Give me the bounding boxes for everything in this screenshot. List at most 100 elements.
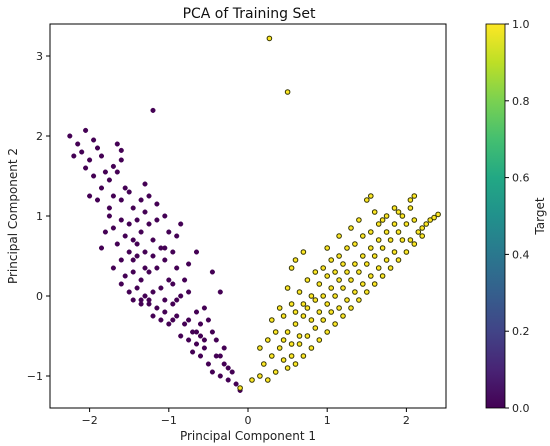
data-point-target-0	[150, 237, 156, 243]
data-point-target-1	[292, 321, 299, 327]
data-point-target-0	[197, 333, 204, 339]
data-point-target-1	[348, 277, 354, 283]
data-point-target-0	[138, 197, 144, 203]
data-point-target-0	[106, 213, 112, 219]
data-point-target-1	[352, 289, 358, 295]
data-point-target-1	[308, 293, 315, 299]
data-point-target-1	[368, 273, 374, 279]
data-point-target-0	[134, 217, 140, 223]
data-point-target-0	[221, 345, 227, 351]
data-point-target-1	[391, 221, 398, 227]
data-point-target-1	[332, 293, 338, 299]
chart-title: PCA of Training Set	[183, 6, 316, 22]
data-point-target-1	[427, 217, 434, 223]
data-point-target-0	[225, 377, 231, 383]
data-point-target-0	[106, 177, 112, 183]
data-point-target-0	[122, 233, 128, 239]
data-point-target-0	[217, 353, 223, 359]
data-point-target-0	[83, 165, 89, 171]
data-point-target-1	[383, 213, 390, 219]
data-point-target-1	[296, 333, 303, 339]
data-point-target-0	[75, 141, 81, 147]
data-point-target-0	[118, 257, 124, 263]
colorbar-label: Target	[533, 197, 547, 235]
data-point-target-1	[312, 269, 319, 275]
data-point-target-1	[312, 325, 319, 331]
data-point-target-1	[395, 229, 402, 235]
data-point-target-1	[328, 285, 335, 291]
data-point-target-1	[340, 313, 346, 319]
data-point-target-1	[284, 89, 291, 95]
data-point-target-1	[383, 257, 390, 263]
data-point-target-1	[308, 345, 315, 351]
data-point-target-0	[146, 193, 152, 199]
data-point-target-0	[110, 225, 116, 231]
points-layer	[67, 35, 441, 393]
data-point-target-0	[201, 337, 207, 343]
data-point-target-0	[102, 229, 108, 235]
data-point-target-0	[98, 185, 105, 191]
data-point-target-1	[387, 265, 394, 271]
data-point-target-0	[142, 265, 148, 271]
data-point-target-1	[340, 261, 346, 267]
data-point-target-0	[130, 269, 136, 275]
data-point-target-1	[328, 309, 335, 315]
data-point-target-0	[83, 127, 89, 133]
data-point-target-0	[201, 345, 207, 351]
data-point-target-0	[87, 157, 93, 163]
data-point-target-0	[98, 153, 105, 159]
data-point-target-0	[118, 281, 124, 287]
data-point-target-1	[368, 245, 374, 251]
data-point-target-0	[150, 107, 156, 113]
x-tick-label: 1	[324, 414, 331, 427]
data-point-target-1	[415, 229, 422, 235]
data-point-target-1	[423, 221, 430, 227]
data-point-target-0	[138, 277, 144, 283]
data-point-target-1	[356, 269, 362, 275]
data-point-target-0	[150, 313, 156, 319]
data-point-target-0	[130, 237, 136, 243]
data-point-target-0	[178, 293, 184, 299]
data-point-target-0	[142, 181, 148, 187]
data-point-target-1	[371, 253, 378, 259]
data-point-target-1	[336, 253, 342, 259]
data-point-target-0	[209, 269, 215, 275]
data-point-target-1	[375, 221, 382, 227]
data-point-target-0	[197, 321, 204, 327]
data-point-target-1	[288, 301, 295, 307]
data-point-target-1	[288, 265, 295, 271]
data-point-target-1	[324, 245, 331, 251]
data-point-target-0	[150, 253, 156, 259]
x-tick-label: 2	[403, 414, 410, 427]
data-point-target-1	[328, 257, 335, 263]
data-point-target-1	[276, 345, 283, 351]
data-point-target-0	[130, 257, 136, 263]
y-tick-label: 2	[36, 130, 43, 143]
x-tick-label: 0	[245, 414, 252, 427]
data-point-target-0	[162, 213, 168, 219]
data-point-target-0	[186, 289, 192, 295]
x-tick-label: −1	[161, 414, 177, 427]
data-point-target-0	[213, 337, 219, 343]
data-point-target-0	[174, 265, 180, 271]
data-point-target-0	[174, 297, 180, 303]
x-axis-label: Principal Component 1	[180, 429, 316, 443]
data-point-target-0	[146, 297, 152, 303]
data-point-target-0	[79, 149, 85, 155]
data-point-target-1	[411, 217, 418, 223]
data-point-target-0	[98, 245, 105, 251]
colorbar-tick-label: 0.4	[512, 248, 530, 261]
data-point-target-0	[174, 233, 180, 239]
data-point-target-1	[324, 329, 331, 335]
colorbar-ticks: 0.0 0.2 0.4 0.6 0.8 1.0	[505, 18, 530, 415]
data-point-target-0	[178, 333, 184, 339]
data-point-target-0	[221, 361, 227, 367]
data-point-target-1	[383, 229, 390, 235]
data-point-target-1	[324, 301, 331, 307]
data-point-target-1	[332, 321, 338, 327]
data-point-target-0	[110, 163, 116, 169]
data-point-target-0	[118, 197, 124, 203]
data-point-target-0	[130, 297, 136, 303]
data-point-target-1	[403, 249, 410, 255]
